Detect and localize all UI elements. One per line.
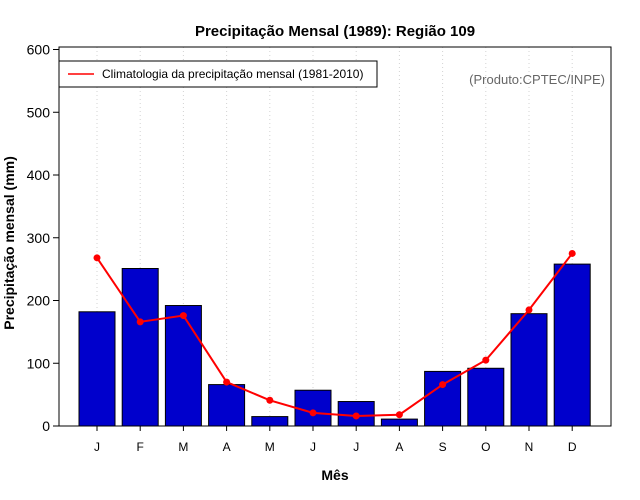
x-tick-label: F: [137, 440, 144, 454]
bar: [467, 367, 505, 427]
y-tick-label: 300: [27, 230, 51, 246]
climatology-point: [93, 254, 101, 262]
climatology-point: [136, 318, 144, 326]
x-tick-label: M: [178, 440, 188, 454]
bar: [164, 305, 202, 427]
x-axis-label: Mês: [321, 467, 348, 483]
climatology-point: [439, 381, 447, 389]
y-tick-label: 200: [27, 293, 51, 309]
y-tick-label: 500: [27, 104, 51, 120]
y-axis-label: Precipitação mensal (mm): [1, 156, 17, 330]
x-tick-label: J: [94, 440, 100, 454]
chart-title: Precipitação Mensal (1989): Região 109: [195, 23, 475, 40]
bar: [380, 418, 418, 427]
legend-label: Climatologia da precipitação mensal (198…: [102, 67, 363, 81]
climatology-point: [525, 306, 533, 314]
x-tick-label: A: [395, 440, 403, 454]
climatology-point: [223, 378, 231, 386]
plot-frame: [58, 46, 612, 427]
climatology-point: [266, 396, 274, 404]
climatology-line: [93, 249, 576, 420]
legend: Climatologia da precipitação mensal (198…: [58, 60, 378, 88]
bar: [121, 268, 159, 427]
climatology-polyline: [96, 252, 573, 417]
bars: [78, 263, 591, 427]
climatology-point: [568, 249, 576, 257]
x-tick-label: J: [353, 440, 359, 454]
y-tick-label: 400: [27, 167, 51, 183]
x-tick-label: J: [310, 440, 316, 454]
credit-text: (Produto:CPTEC/INPE): [469, 72, 605, 87]
x-tick-label: D: [568, 440, 577, 454]
bar: [78, 311, 116, 427]
legend-box: [58, 60, 378, 88]
climatology-point: [352, 412, 360, 420]
climatology-point: [179, 312, 187, 320]
bar: [424, 370, 462, 427]
x-tick-label: O: [481, 440, 490, 454]
y-axis: 0 100 200 300 400 500 600: [27, 42, 59, 434]
y-tick-label: 600: [27, 42, 51, 58]
y-tick-label: 0: [42, 418, 50, 434]
x-tick-label: N: [525, 440, 534, 454]
bar: [208, 384, 246, 427]
x-tick-label: A: [223, 440, 231, 454]
climatology-point: [395, 411, 403, 419]
bar: [553, 263, 591, 427]
climatology-point: [482, 356, 490, 364]
bar: [294, 389, 332, 427]
climatology-point: [309, 409, 317, 417]
bar: [510, 313, 548, 427]
x-tick-label: S: [439, 440, 447, 454]
bar: [251, 416, 289, 427]
x-tick-label: M: [265, 440, 275, 454]
y-tick-label: 100: [27, 355, 51, 371]
